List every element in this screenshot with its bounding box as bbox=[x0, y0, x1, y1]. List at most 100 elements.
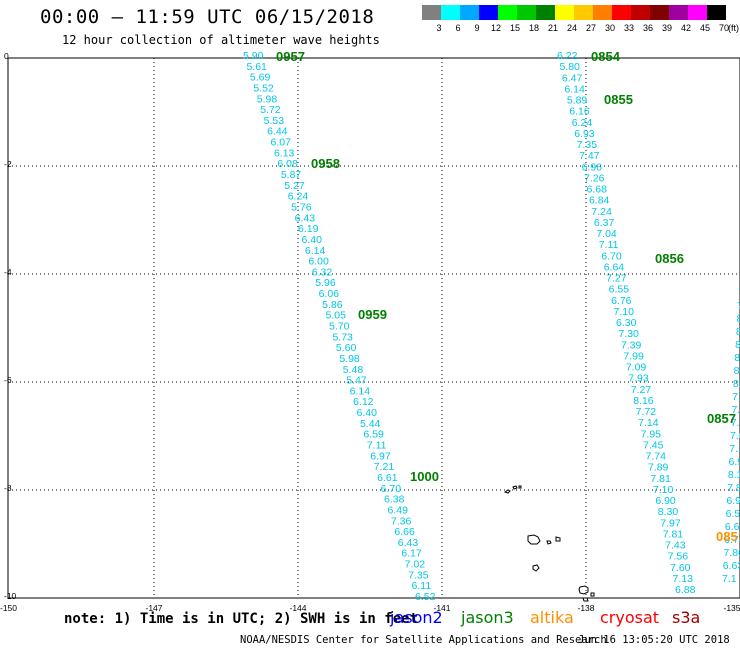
colorbar-swatch bbox=[517, 5, 536, 20]
swh-value: 6.70 bbox=[381, 483, 402, 495]
colorbar-label: 30 bbox=[605, 23, 615, 33]
swh-value: 7.27 bbox=[606, 273, 627, 285]
swh-value: 6.14 bbox=[350, 385, 371, 397]
swh-value: 5.76 bbox=[291, 201, 312, 213]
pass-time: 0959 bbox=[358, 307, 387, 322]
swh-value: 7.10 bbox=[653, 484, 674, 496]
swh-value: 7.04 bbox=[596, 228, 617, 240]
map-grid: 0 -2 -4 -6 -8 -10 -150 -147 -144 -141 -138 -135 bbox=[0, 51, 740, 613]
swh-value: 6.16 bbox=[569, 106, 590, 118]
swh-value: 7.47 bbox=[579, 150, 600, 162]
swh-value: 7.09 bbox=[626, 362, 647, 374]
swh-value: 5.72 bbox=[260, 104, 281, 116]
colorbar-label: 9 bbox=[474, 23, 479, 33]
swh-value: 6.00 bbox=[308, 256, 329, 268]
swh-value: 6.43 bbox=[398, 537, 419, 549]
swh-value: 7.89 bbox=[731, 417, 740, 429]
swh-value: 6.30 bbox=[616, 317, 637, 329]
swh-value: 7.89 bbox=[727, 482, 740, 494]
swh-value: 7.60 bbox=[670, 562, 691, 574]
colorbar-swatch bbox=[688, 5, 707, 20]
swh-value: 6.59 bbox=[363, 429, 384, 441]
colorbar-label: 18 bbox=[529, 23, 539, 33]
legend-jason3: jason3 bbox=[461, 608, 514, 627]
colorbar-swatch bbox=[479, 5, 498, 20]
swh-value: 5.27 bbox=[284, 180, 305, 192]
pass-time: 0856 bbox=[655, 251, 684, 266]
colorbar-label: 12 bbox=[491, 23, 501, 33]
colorbar-swatch bbox=[593, 5, 612, 20]
swh-value: 6.49 bbox=[387, 504, 408, 516]
pass-time: 1000 bbox=[410, 469, 439, 484]
colorbar-label: 3 bbox=[436, 23, 441, 33]
swh-value: 7.11 bbox=[599, 239, 619, 251]
swh-value: 6.61 bbox=[377, 472, 398, 484]
swh-value: 7.56 bbox=[668, 551, 689, 563]
swh-value: 7.36 bbox=[391, 515, 412, 527]
swh-value: 6.93 bbox=[574, 128, 595, 140]
swh-value: 6.66 bbox=[394, 526, 415, 538]
swh-value: 6.52 bbox=[415, 591, 436, 603]
swh-value: 7.24 bbox=[591, 206, 612, 218]
swh-value: 6.22 bbox=[557, 50, 578, 62]
legend-cryosat: cryosat bbox=[600, 608, 660, 627]
island bbox=[555, 536, 561, 542]
swh-value: 6.70 bbox=[601, 250, 622, 262]
swh-value: 5.98 bbox=[339, 353, 360, 365]
swh-value: 6.74 bbox=[724, 534, 740, 546]
legend-jason2: jason2 bbox=[390, 608, 443, 627]
legend-s3a: s3a bbox=[672, 608, 701, 627]
swh-value: 8.08 bbox=[734, 352, 740, 364]
lon-tick-label: -141 bbox=[433, 603, 450, 613]
colorbar-label: 24 bbox=[567, 23, 577, 33]
swh-value: 7.21 bbox=[374, 461, 395, 473]
pass-time: 0958 bbox=[311, 156, 340, 171]
swh-value: 5.89 bbox=[567, 95, 588, 107]
lat-tick-label: -8 bbox=[4, 483, 12, 493]
swh-value: 5.60 bbox=[336, 342, 357, 354]
swh-value: 5.70 bbox=[329, 321, 350, 333]
swh-value: 6.24 bbox=[572, 117, 593, 129]
swh-value: 5.44 bbox=[360, 418, 381, 430]
colorbar-unit: (ft) bbox=[728, 23, 739, 33]
island bbox=[503, 489, 511, 494]
swh-value: 7.4 bbox=[738, 287, 740, 299]
swh-value: 6.37 bbox=[594, 217, 615, 229]
swh-value: 7.89 bbox=[731, 404, 740, 416]
swh-value: 6.64 bbox=[604, 261, 625, 273]
swh-value: 6.24 bbox=[288, 191, 309, 203]
swh-value: 7.26 bbox=[584, 172, 605, 184]
island bbox=[582, 597, 589, 602]
swh-value: 6.51 bbox=[726, 508, 740, 520]
swh-value: 7.74 bbox=[646, 451, 667, 463]
swh-value: 7.45 bbox=[643, 439, 664, 451]
swh-value: 7.89 bbox=[648, 462, 669, 474]
swh-value: 7.81 bbox=[663, 528, 684, 540]
colorbar-label: 45 bbox=[700, 23, 710, 33]
swh-value: 7.10 bbox=[614, 306, 635, 318]
lat-tick-label: -10 bbox=[4, 591, 17, 601]
island bbox=[590, 592, 595, 597]
lon-tick-label: -138 bbox=[577, 603, 594, 613]
swh-value: 6.07 bbox=[271, 137, 292, 149]
pass-time-labels: 0957 0958 0959 1000 0854 0855 0856 0857 085 bbox=[276, 49, 738, 544]
pass-time: 0854 bbox=[591, 49, 621, 64]
pass-time: 0857 bbox=[707, 411, 736, 426]
colorbar-swatch bbox=[650, 5, 669, 20]
colorbar-swatch bbox=[422, 5, 441, 20]
swh-value: 8.14 bbox=[735, 339, 740, 351]
swh-value: 5.96 bbox=[315, 277, 336, 289]
map-frame bbox=[7, 57, 740, 599]
colorbar-label: 27 bbox=[586, 23, 596, 33]
swh-value: 6.55 bbox=[609, 284, 630, 296]
island-outlines bbox=[503, 485, 595, 602]
swh-value: 6.90 bbox=[729, 456, 740, 468]
colorbar-swatch bbox=[707, 5, 726, 20]
swh-value: 6.63 bbox=[723, 560, 740, 572]
swh-value: 5.61 bbox=[246, 61, 267, 73]
swh-value: 7.99 bbox=[623, 350, 644, 362]
colorbar-swatch bbox=[460, 5, 479, 20]
swh-value: 7.5 bbox=[737, 300, 740, 312]
colorbar-swatch bbox=[631, 5, 650, 20]
